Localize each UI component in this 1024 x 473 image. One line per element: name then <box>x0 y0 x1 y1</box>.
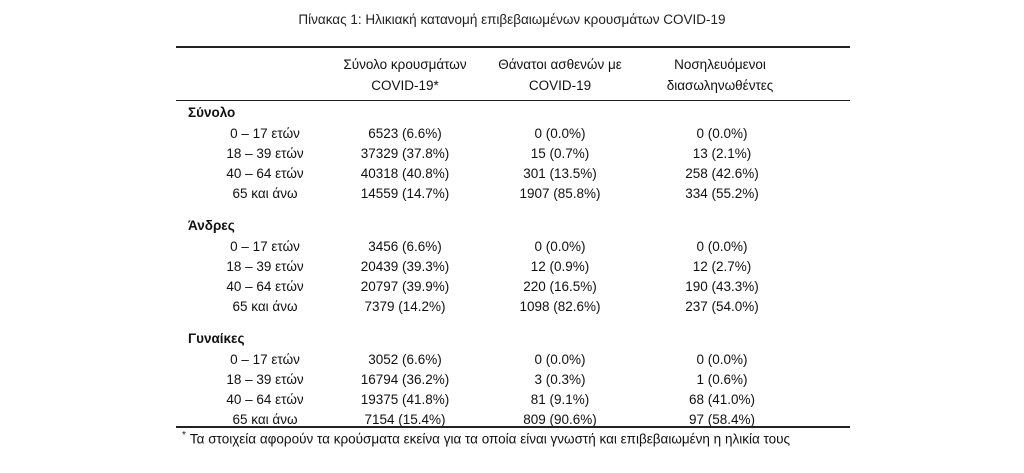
cases-cell: 7154 (15.4%) <box>364 412 446 427</box>
header-line: Θάνατοι ασθενών με <box>498 57 622 72</box>
table-header-rule <box>176 100 850 101</box>
intubated-cell: 68 (41.0%) <box>688 392 756 407</box>
header-line: Νοσηλευόμενοι <box>674 57 766 72</box>
intubated-cell: 97 (58.4%) <box>688 412 756 427</box>
cases-cell: 20797 (39.9%) <box>360 279 450 294</box>
table-top-rule <box>176 46 850 48</box>
deaths-cell: 1098 (82.6%) <box>519 299 601 314</box>
deaths-cell: 81 (9.1%) <box>530 392 590 407</box>
table-row: 40 – 64 ετών 40318 (40.8%) 301 (13.5%) 2… <box>176 164 850 184</box>
deaths-cell: 0 (0.0%) <box>534 352 586 367</box>
table-row: 65 και άνω 7154 (15.4%) 809 (90.6%) 97 (… <box>176 410 850 430</box>
table-row: 65 και άνω 14559 (14.7%) 1907 (85.8%) 33… <box>176 184 850 204</box>
table-row: 40 – 64 ετών 19375 (41.8%) 81 (9.1%) 68 … <box>176 390 850 410</box>
intubated-cell: 258 (42.6%) <box>685 166 759 181</box>
cases-cell: 6523 (6.6%) <box>368 126 442 141</box>
table-row: 65 και άνω 7379 (14.2%) 1098 (82.6%) 237… <box>176 297 850 317</box>
deaths-cell: 809 (90.6%) <box>523 412 597 427</box>
deaths-cell: 3 (0.3%) <box>534 372 586 387</box>
intubated-cell: 334 (55.2%) <box>685 186 759 201</box>
age-label: 18 – 39 ετών <box>226 259 304 274</box>
group-total: Σύνολο 0 – 17 ετών 6523 (6.6%) 0 (0.0%) … <box>176 102 850 204</box>
table-row: 40 – 64 ετών 20797 (39.9%) 220 (16.5%) 1… <box>176 277 850 297</box>
group-spacer <box>176 317 850 328</box>
footnote-mark: * <box>182 430 186 441</box>
age-label: 40 – 64 ετών <box>226 279 304 294</box>
header-intubated: Νοσηλευόμενοι διασωληνωθέντες <box>640 54 800 96</box>
group-title: Σύνολο <box>188 105 236 120</box>
deaths-cell: 12 (0.9%) <box>530 259 590 274</box>
header-line: COVID-19 <box>528 78 592 93</box>
table-caption: Πίνακας 1: Ηλικιακή κατανομή επιβεβαιωμέ… <box>298 12 726 27</box>
age-label: 65 και άνω <box>232 412 298 427</box>
age-label: 65 και άνω <box>232 186 298 201</box>
age-label: 40 – 64 ετών <box>226 392 304 407</box>
table-row: 0 – 17 ετών 3456 (6.6%) 0 (0.0%) 0 (0.0%… <box>176 237 850 257</box>
deaths-cell: 220 (16.5%) <box>523 279 597 294</box>
header-deaths: Θάνατοι ασθενών με COVID-19 <box>485 54 635 96</box>
group-women: Γυναίκες 0 – 17 ετών 3052 (6.6%) 0 (0.0%… <box>176 328 850 430</box>
cases-cell: 14559 (14.7%) <box>360 186 450 201</box>
intubated-cell: 0 (0.0%) <box>696 352 748 367</box>
table-row: 18 – 39 ετών 16794 (36.2%) 3 (0.3%) 1 (0… <box>176 370 850 390</box>
intubated-cell: 13 (2.1%) <box>692 146 752 161</box>
cases-cell: 19375 (41.8%) <box>360 392 450 407</box>
cases-cell: 3456 (6.6%) <box>368 239 442 254</box>
table-row: 0 – 17 ετών 6523 (6.6%) 0 (0.0%) 0 (0.0%… <box>176 124 850 144</box>
intubated-cell: 0 (0.0%) <box>696 239 748 254</box>
header-line: Σύνολο κρουσμάτων <box>343 57 467 72</box>
intubated-cell: 237 (54.0%) <box>685 299 759 314</box>
deaths-cell: 15 (0.7%) <box>530 146 590 161</box>
age-label: 40 – 64 ετών <box>226 166 304 181</box>
group-title: Γυναίκες <box>188 331 245 346</box>
table-row: 0 – 17 ετών 3052 (6.6%) 0 (0.0%) 0 (0.0%… <box>176 350 850 370</box>
age-label: 0 – 17 ετών <box>230 126 300 141</box>
cases-cell: 40318 (40.8%) <box>360 166 450 181</box>
table-bottom-rule <box>176 426 850 428</box>
deaths-cell: 1907 (85.8%) <box>519 186 601 201</box>
table-body: Σύνολο 0 – 17 ετών 6523 (6.6%) 0 (0.0%) … <box>176 102 850 430</box>
age-label: 18 – 39 ετών <box>226 372 304 387</box>
header-line: διασωληνωθέντες <box>666 78 774 93</box>
footnote: * Τα στοιχεία αφορούν τα κρούσματα εκείνα… <box>182 430 790 447</box>
deaths-cell: 0 (0.0%) <box>534 126 586 141</box>
intubated-cell: 0 (0.0%) <box>696 126 748 141</box>
intubated-cell: 12 (2.7%) <box>692 259 752 274</box>
age-label: 18 – 39 ετών <box>226 146 304 161</box>
deaths-cell: 301 (13.5%) <box>523 166 597 181</box>
age-label: 65 και άνω <box>232 299 298 314</box>
header-total-cases: Σύνολο κρουσμάτων COVID-19* <box>330 54 480 96</box>
cases-cell: 37329 (37.8%) <box>360 146 450 161</box>
cases-cell: 7379 (14.2%) <box>364 299 446 314</box>
age-label: 0 – 17 ετών <box>230 352 300 367</box>
group-title: Άνδρες <box>188 218 235 233</box>
footnote-text: Τα στοιχεία αφορούν τα κρούσματα εκείνα … <box>189 431 791 447</box>
deaths-cell: 0 (0.0%) <box>534 239 586 254</box>
group-men: Άνδρες 0 – 17 ετών 3456 (6.6%) 0 (0.0%) … <box>176 215 850 317</box>
cases-cell: 20439 (39.3%) <box>360 259 450 274</box>
table-row: 18 – 39 ετών 20439 (39.3%) 12 (0.9%) 12 … <box>176 257 850 277</box>
intubated-cell: 190 (43.3%) <box>685 279 759 294</box>
group-spacer <box>176 204 850 215</box>
cases-cell: 16794 (36.2%) <box>360 372 450 387</box>
header-line: COVID-19* <box>371 78 439 93</box>
table-row: 18 – 39 ετών 37329 (37.8%) 15 (0.7%) 13 … <box>176 144 850 164</box>
cases-cell: 3052 (6.6%) <box>368 352 442 367</box>
intubated-cell: 1 (0.6%) <box>696 372 748 387</box>
age-label: 0 – 17 ετών <box>230 239 300 254</box>
